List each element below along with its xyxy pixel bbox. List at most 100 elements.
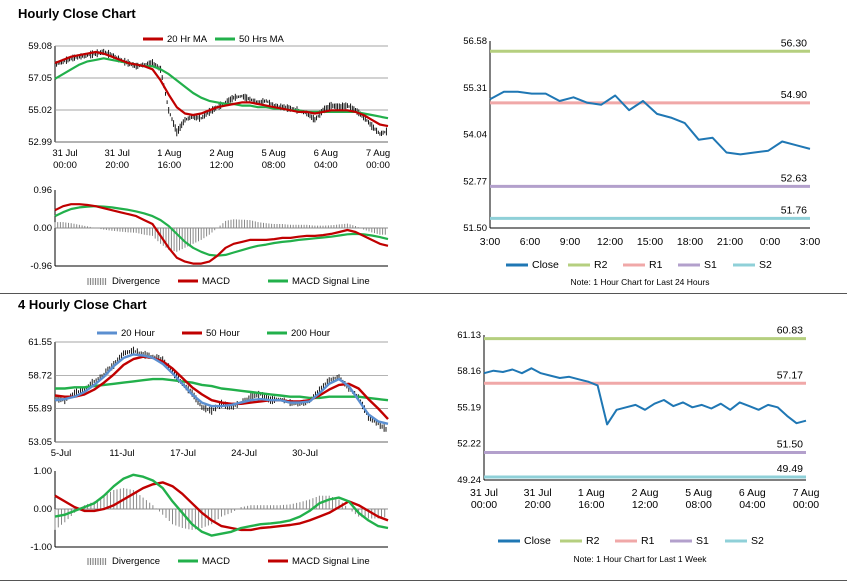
- four-hourly-price-x-tick-label: 30-Jul: [292, 448, 318, 459]
- hourly-levels-y-tick-label: 52.77: [463, 176, 487, 187]
- four-hourly-macd-y-tick-label: -1.00: [30, 542, 52, 553]
- legend-label: 20 Hour: [121, 328, 155, 339]
- legend-label: MACD Signal Line: [292, 556, 370, 567]
- hourly-levels-y-tick-label: 55.31: [463, 83, 487, 94]
- hourly-price-x-tick-label: 16:00: [157, 160, 181, 171]
- four-hourly-price-y-tick-label: 58.72: [28, 370, 52, 381]
- four-hourly-levels-y-tick-label: 58.16: [457, 366, 481, 377]
- hourly-levels-legend-label: S2: [759, 259, 772, 271]
- four-hourly-levels-y-tick-label: 49.24: [457, 475, 481, 486]
- legend-label: 50 Hour: [206, 328, 240, 339]
- hourly-price-x-tick-label: 1 Aug: [157, 148, 181, 159]
- hourly-price-x-tick-label: 00:00: [366, 160, 390, 171]
- legend-label: Divergence: [112, 556, 160, 567]
- hourly-levels-legend-label: S1: [704, 259, 717, 271]
- four-hourly-levels-x-tick-label: 00:00: [793, 499, 819, 511]
- four-hourly-price-x-tick-label: 17-Jul: [170, 448, 196, 459]
- four-hourly-levels-x-tick-label: 7 Aug: [793, 487, 820, 499]
- four-hourly-price-x-tick-label: 11-Jul: [109, 448, 134, 459]
- hourly-macd-y-tick-label: -0.96: [30, 261, 52, 272]
- four-hourly-levels-r1-level-label: 57.17: [777, 369, 803, 381]
- hourly-price-x-tick-label: 12:00: [210, 160, 234, 171]
- four-hourly-levels-y-tick-label: 55.19: [457, 402, 481, 413]
- legend-label: MACD Signal Line: [292, 276, 370, 287]
- four-hourly-levels-legend-label: Close: [524, 535, 551, 547]
- four-hourly-levels-x-tick-label: 08:00: [686, 499, 712, 511]
- four-hourly-levels-x-tick-label: 5 Aug: [685, 487, 712, 499]
- hourly-price-x-tick-label: 08:00: [262, 160, 286, 171]
- hourly-price-y-tick-label: 59.08: [28, 41, 52, 52]
- four-hourly-levels-chart: 61.13 58.16 55.19 52.22 49.24 60.83 57.17 51.50…: [457, 325, 820, 564]
- four-hourly-levels-y-tick-label: 52.22: [457, 439, 481, 450]
- four-hourly-levels-legend-label: R2: [586, 535, 600, 547]
- hourly-levels-x-tick-label: 18:00: [677, 236, 703, 248]
- four-hourly-macd-signal-line: [54, 481, 389, 532]
- hourly-levels-x-tick-label: 15:00: [637, 236, 663, 248]
- hourly-price-x-tick-label: 5 Aug: [262, 148, 286, 159]
- hourly-levels-legend-label: R1: [649, 259, 663, 271]
- hourly-levels-x-tick-label: 12:00: [597, 236, 623, 248]
- hourly-macd-line: [54, 203, 389, 265]
- hourly-price-x-tick-label: 31 Jul: [52, 148, 77, 159]
- hourly-levels-note: Note: 1 Hour Chart for Last 24 Hours: [571, 277, 710, 287]
- four-hourly-levels-x-tick-label: 12:00: [632, 499, 658, 511]
- four-hourly-macd-y-tick-label: 1.00: [34, 466, 53, 477]
- legend-label: 200 Hour: [291, 328, 330, 339]
- hourly-levels-close-line: [489, 90, 811, 156]
- hourly-levels-x-tick-label: 3:00: [800, 236, 821, 248]
- legend-label: MACD: [202, 276, 230, 287]
- hourly-price-x-tick-label: 7 Aug: [366, 148, 390, 159]
- hourly-levels-legend-label: Close: [532, 259, 559, 271]
- section-divider: [0, 293, 847, 294]
- hourly-price-x-tick-label: 6 Aug: [314, 148, 338, 159]
- four-hourly-levels-s2-level-label: 49.49: [777, 463, 803, 475]
- four-hourly-ma200-line: [55, 377, 389, 402]
- hourly-price-x-tick-label: 2 Aug: [209, 148, 233, 159]
- hourly-price-y-tick-label: 52.99: [28, 137, 52, 148]
- bottom-divider: [0, 580, 847, 581]
- hourly-price-y-tick-label: 57.05: [28, 73, 52, 84]
- four-hourly-levels-x-tick-label: 2 Aug: [632, 487, 659, 499]
- hourly-macd-signal-line: [54, 205, 389, 257]
- hourly-price-x-tick-label: 31 Jul: [104, 148, 129, 159]
- hourly-ma20-line: [54, 50, 389, 128]
- hourly-macd-chart: 0.96 0.00 -0.96 Divergence MACD MACD Signal L…: [30, 185, 389, 287]
- hourly-levels-r1-level-label: 54.90: [781, 89, 807, 101]
- four-hourly-levels-x-tick-label: 04:00: [739, 499, 765, 511]
- four-hourly-macd-line: [54, 473, 389, 537]
- four-hourly-levels-legend-label: S1: [696, 535, 709, 547]
- four-hourly-levels-y-tick-label: 61.13: [457, 330, 481, 341]
- four-hourly-levels-x-tick-label: 00:00: [471, 499, 497, 511]
- legend-label: MACD: [202, 556, 230, 567]
- four-hourly-ma20-line: [54, 353, 389, 425]
- four-hourly-levels-x-tick-label: 1 Aug: [578, 487, 605, 499]
- four-hourly-levels-x-tick-label: 16:00: [578, 499, 604, 511]
- four-hourly-levels-s1-level-label: 51.50: [777, 438, 803, 450]
- four-hourly-levels-x-tick-label: 6 Aug: [739, 487, 766, 499]
- hourly-levels-x-tick-label: 0:00: [760, 236, 781, 248]
- legend-label: 20 Hr MA: [167, 34, 208, 45]
- hourly-levels-s1-level-label: 52.63: [781, 172, 807, 184]
- hourly-ma50-line: [54, 57, 389, 120]
- hourly-levels-r2-level-label: 56.30: [781, 37, 807, 49]
- legend-label: 50 Hrs MA: [239, 34, 285, 45]
- hourly-levels-x-tick-label: 9:00: [560, 236, 581, 248]
- four-hourly-price-y-tick-label: 61.55: [28, 337, 52, 348]
- four-hourly-price-x-tick-label: 5-Jul: [51, 448, 72, 459]
- four-hourly-section-title: 4 Hourly Close Chart: [18, 297, 147, 312]
- four-hourly-macd-chart: 1.00 0.00 -1.00 Divergence MACD MACD Signal L…: [30, 466, 389, 567]
- four-hourly-levels-legend-label: R1: [641, 535, 655, 547]
- hourly-macd-y-tick-label: 0.96: [34, 185, 53, 196]
- four-hourly-price-y-tick-label: 53.05: [28, 437, 52, 448]
- four-hourly-ma50-line: [54, 355, 389, 420]
- four-hourly-price-chart: 61.55 58.72 55.89 53.055-Jul 11-Jul 17-Jul 24-…: [28, 328, 389, 459]
- four-hourly-macd-y-tick-label: 0.00: [34, 504, 53, 515]
- hourly-levels-x-tick-label: 6:00: [520, 236, 541, 248]
- hourly-macd-y-tick-label: 0.00: [34, 223, 53, 234]
- hourly-levels-s2-level-label: 51.76: [781, 204, 807, 216]
- hourly-levels-x-tick-label: 3:00: [480, 236, 501, 248]
- hourly-levels-legend-label: R2: [594, 259, 608, 271]
- hourly-levels-x-tick-label: 21:00: [717, 236, 743, 248]
